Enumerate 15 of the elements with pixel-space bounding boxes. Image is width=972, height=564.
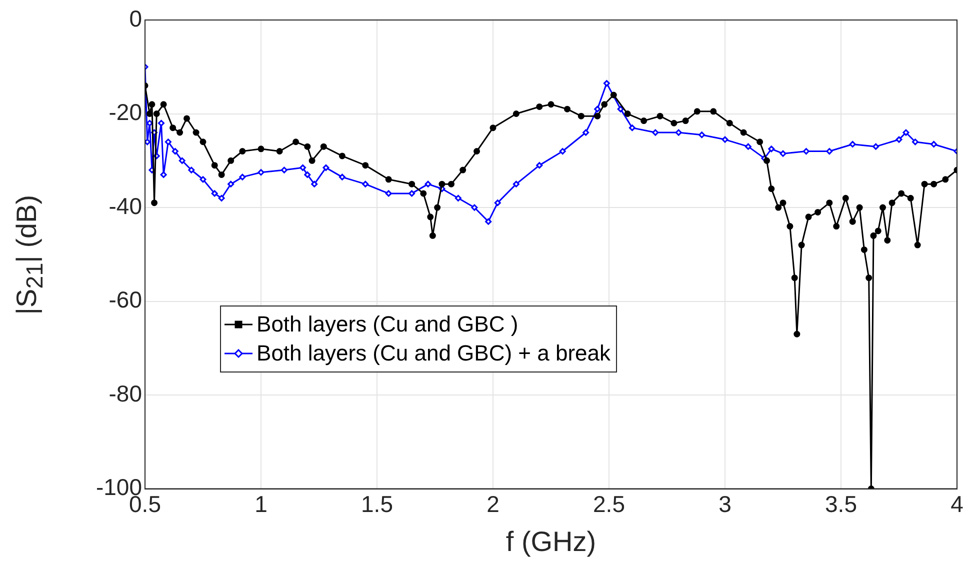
x-tick-label: 2 bbox=[486, 490, 500, 517]
x-tick-label: 3 bbox=[718, 490, 732, 517]
y-tick-label: -40 bbox=[108, 192, 142, 219]
y-tick-label: -20 bbox=[108, 99, 142, 126]
x-tick-label: 1.5 bbox=[361, 490, 393, 517]
x-axis-title: f (GHz) bbox=[506, 526, 596, 557]
x-tick-label: 3.5 bbox=[825, 490, 857, 517]
x-tick-label: 4 bbox=[950, 490, 964, 517]
y-tick-label: 0 bbox=[129, 5, 142, 32]
legend-label: Both layers (Cu and GBC ) bbox=[256, 312, 518, 337]
y-tick-label: -60 bbox=[108, 286, 142, 313]
y-tick-label: -80 bbox=[108, 380, 142, 406]
x-tick-label: 1 bbox=[254, 490, 268, 517]
legend-label: Both layers (Cu and GBC) + a break bbox=[256, 340, 612, 366]
x-tick-label: 2.5 bbox=[593, 490, 625, 517]
